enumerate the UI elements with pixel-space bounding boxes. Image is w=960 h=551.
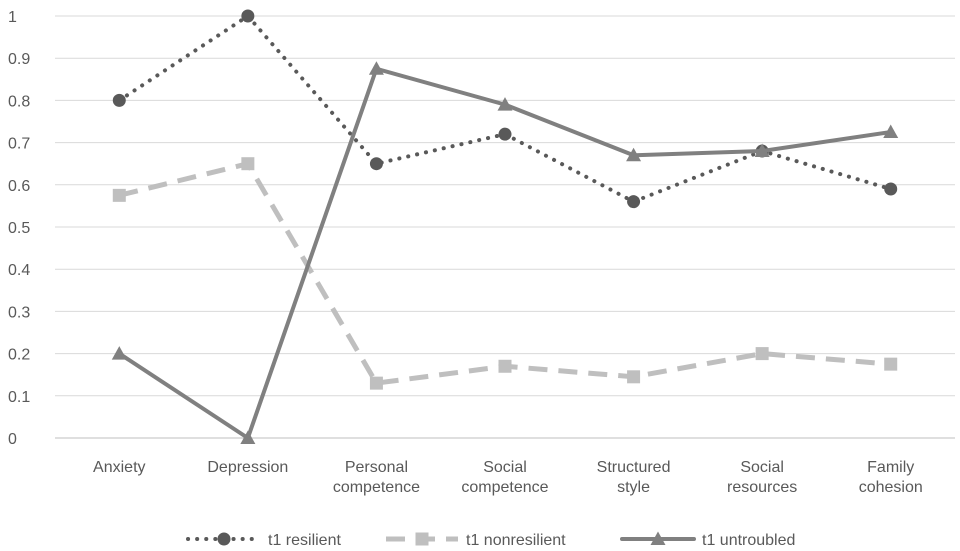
data-point <box>627 195 641 209</box>
data-point <box>241 9 255 23</box>
category-label: Depression <box>207 459 288 476</box>
legend-marker <box>217 532 231 546</box>
y-tick-label: 0.4 <box>8 262 30 279</box>
data-point <box>111 346 127 360</box>
y-tick-label: 0.5 <box>8 220 30 237</box>
x-axis: Anxiety Depression Personal competence Socia… <box>93 459 923 496</box>
category-label: Social resources <box>727 459 797 496</box>
legend-marker <box>415 532 429 546</box>
series-2 <box>111 61 899 444</box>
data-point <box>883 124 899 139</box>
gridlines <box>55 15 955 439</box>
category-label: Structured style <box>597 459 671 496</box>
data-point <box>497 97 513 111</box>
data-point <box>754 143 770 158</box>
series-group <box>111 9 899 444</box>
data-point <box>369 376 383 390</box>
category-label: Family cohesion <box>859 459 923 496</box>
y-tick-label: 1 <box>8 9 17 26</box>
category-label: Social competence <box>461 459 548 496</box>
data-point <box>626 147 642 162</box>
y-tick-label: 0.2 <box>8 347 30 364</box>
data-point <box>241 157 255 171</box>
data-point <box>884 357 898 371</box>
data-point <box>627 370 641 384</box>
legend-label: t1 untroubled <box>702 532 795 549</box>
y-axis: 0 0.1 0.2 0.3 0.4 0.5 0.6 0.7 0.8 0.9 1 <box>8 9 30 448</box>
y-tick-label: 0.3 <box>8 304 30 321</box>
y-tick-label: 0.1 <box>8 389 30 406</box>
category-label: Personal competence <box>333 459 420 496</box>
data-point <box>112 93 126 107</box>
data-point <box>755 347 769 361</box>
series-line <box>117 66 893 440</box>
y-tick-label: 0 <box>8 431 17 448</box>
data-point <box>369 157 383 171</box>
data-point <box>368 61 384 75</box>
legend: t1 resilient t1 nonresilient t1 untroubled <box>186 531 795 549</box>
series-line <box>118 161 891 386</box>
data-point <box>498 359 512 373</box>
legend-label: t1 nonresilient <box>466 532 566 549</box>
legend-label: t1 resilient <box>268 532 341 549</box>
y-tick-label: 0.6 <box>8 178 30 195</box>
data-point <box>240 430 256 444</box>
y-tick-label: 0.7 <box>8 136 30 153</box>
data-point <box>884 182 898 196</box>
y-tick-label: 0.9 <box>8 51 30 68</box>
category-label: Anxiety <box>93 459 145 476</box>
legend-marker <box>650 531 666 545</box>
y-tick-label: 0.8 <box>8 93 30 110</box>
series-1 <box>112 157 898 390</box>
data-point <box>112 188 126 202</box>
data-point <box>498 127 512 141</box>
